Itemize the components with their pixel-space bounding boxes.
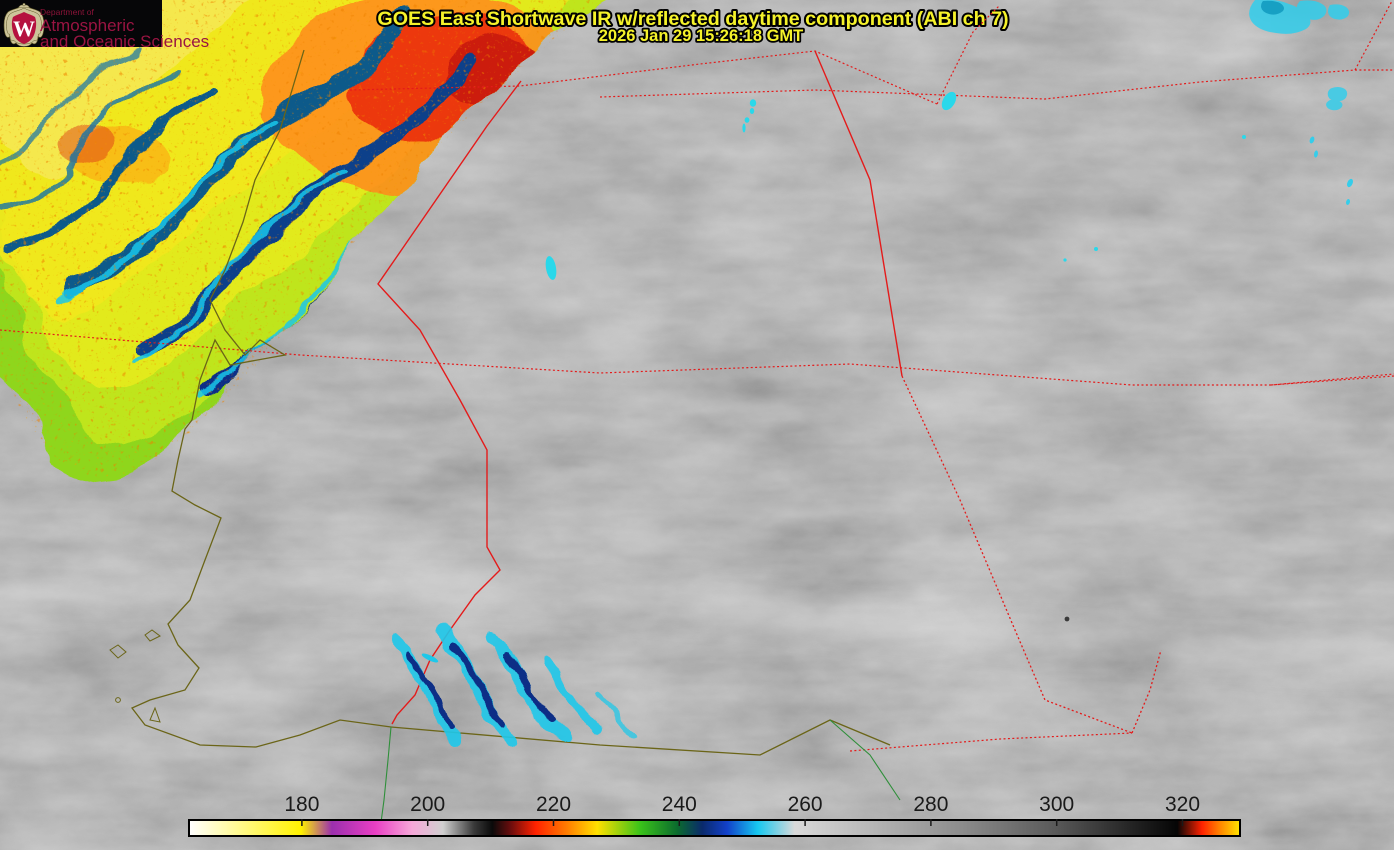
svg-text:300: 300 — [1039, 793, 1074, 816]
svg-text:240: 240 — [662, 793, 697, 816]
svg-text:180: 180 — [284, 793, 319, 816]
svg-text:280: 280 — [913, 793, 948, 816]
svg-text:260: 260 — [788, 793, 823, 816]
svg-text:220: 220 — [536, 793, 571, 816]
svg-text:200: 200 — [410, 793, 445, 816]
svg-text:320: 320 — [1165, 793, 1200, 816]
